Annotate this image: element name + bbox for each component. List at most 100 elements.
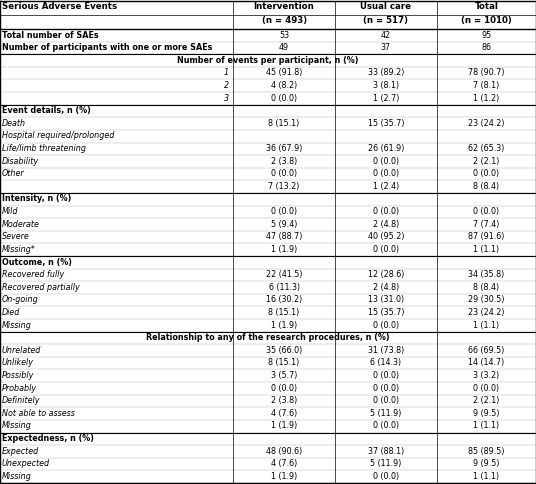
Text: 95: 95	[481, 30, 492, 40]
Text: 66 (69.5): 66 (69.5)	[468, 346, 504, 355]
Text: 37 (88.1): 37 (88.1)	[368, 447, 404, 455]
Text: 0 (0.0): 0 (0.0)	[373, 384, 399, 393]
Text: 2 (3.8): 2 (3.8)	[271, 157, 297, 166]
Text: 6 (11.3): 6 (11.3)	[269, 283, 300, 292]
Text: Probably: Probably	[2, 384, 37, 393]
Text: 23 (24.2): 23 (24.2)	[468, 308, 505, 317]
Text: 0 (0.0): 0 (0.0)	[373, 157, 399, 166]
Text: 0 (0.0): 0 (0.0)	[373, 396, 399, 405]
Text: 1 (1.9): 1 (1.9)	[271, 320, 297, 330]
Text: 0 (0.0): 0 (0.0)	[271, 169, 297, 178]
Text: 4 (7.6): 4 (7.6)	[271, 409, 297, 418]
Text: Hospital required/prolonged: Hospital required/prolonged	[2, 131, 114, 140]
Text: 86: 86	[481, 43, 492, 52]
Text: 1 (2.4): 1 (2.4)	[373, 182, 399, 191]
Text: 48 (90.6): 48 (90.6)	[266, 447, 302, 455]
Text: 8 (8.4): 8 (8.4)	[473, 182, 500, 191]
Text: 3 (3.2): 3 (3.2)	[473, 371, 500, 380]
Text: 1 (1.9): 1 (1.9)	[271, 472, 297, 481]
Text: 7 (13.2): 7 (13.2)	[269, 182, 300, 191]
Text: 2 (2.1): 2 (2.1)	[473, 157, 500, 166]
Text: Intervention: Intervention	[254, 2, 315, 11]
Text: 0 (0.0): 0 (0.0)	[271, 207, 297, 216]
Text: 8 (8.4): 8 (8.4)	[473, 283, 500, 292]
Text: 0 (0.0): 0 (0.0)	[373, 207, 399, 216]
Text: 12 (28.6): 12 (28.6)	[368, 270, 404, 279]
Text: Recovered partially: Recovered partially	[2, 283, 80, 292]
Text: Recovered fully: Recovered fully	[2, 270, 64, 279]
Text: 8 (15.1): 8 (15.1)	[269, 119, 300, 128]
Text: 6 (14.3): 6 (14.3)	[370, 358, 401, 367]
Text: 3: 3	[224, 93, 229, 103]
Text: 62 (65.3): 62 (65.3)	[468, 144, 504, 153]
Text: 31 (73.8): 31 (73.8)	[368, 346, 404, 355]
Text: 47 (88.7): 47 (88.7)	[266, 232, 302, 242]
Text: 0 (0.0): 0 (0.0)	[373, 422, 399, 430]
Text: 1 (1.1): 1 (1.1)	[473, 472, 500, 481]
Text: (n = 517): (n = 517)	[363, 16, 408, 25]
Text: (n = 1010): (n = 1010)	[461, 16, 512, 25]
Text: 34 (35.8): 34 (35.8)	[468, 270, 504, 279]
Text: 0 (0.0): 0 (0.0)	[373, 472, 399, 481]
Text: 7 (8.1): 7 (8.1)	[473, 81, 500, 90]
Text: 8 (15.1): 8 (15.1)	[269, 358, 300, 367]
Text: 14 (14.7): 14 (14.7)	[468, 358, 504, 367]
Text: 49: 49	[279, 43, 289, 52]
Text: Outcome, n (%): Outcome, n (%)	[2, 257, 72, 267]
Text: On-going: On-going	[2, 295, 39, 304]
Text: 85 (89.5): 85 (89.5)	[468, 447, 505, 455]
Text: Death: Death	[2, 119, 26, 128]
Text: 16 (30.2): 16 (30.2)	[266, 295, 302, 304]
Text: Possibly: Possibly	[2, 371, 34, 380]
Text: 37: 37	[381, 43, 391, 52]
Text: 2 (3.8): 2 (3.8)	[271, 396, 297, 405]
Text: 23 (24.2): 23 (24.2)	[468, 119, 505, 128]
Text: (n = 493): (n = 493)	[262, 16, 307, 25]
Text: Missing*: Missing*	[2, 245, 36, 254]
Text: 35 (66.0): 35 (66.0)	[266, 346, 302, 355]
Text: Expected: Expected	[2, 447, 39, 455]
Text: Severe: Severe	[2, 232, 30, 242]
Text: 2 (4.8): 2 (4.8)	[373, 283, 399, 292]
Text: Moderate: Moderate	[2, 220, 40, 228]
Text: 5 (11.9): 5 (11.9)	[370, 409, 401, 418]
Text: 2 (4.8): 2 (4.8)	[373, 220, 399, 228]
Text: 40 (95.2): 40 (95.2)	[368, 232, 404, 242]
Text: 22 (41.5): 22 (41.5)	[266, 270, 302, 279]
Text: 53: 53	[279, 30, 289, 40]
Text: 1 (2.7): 1 (2.7)	[373, 93, 399, 103]
Text: 78 (90.7): 78 (90.7)	[468, 68, 505, 77]
Text: Intensity, n (%): Intensity, n (%)	[2, 195, 71, 203]
Text: Died: Died	[2, 308, 20, 317]
Text: Unexpected: Unexpected	[2, 459, 50, 469]
Text: 4 (8.2): 4 (8.2)	[271, 81, 297, 90]
Text: 29 (30.5): 29 (30.5)	[468, 295, 505, 304]
Text: 8 (15.1): 8 (15.1)	[269, 308, 300, 317]
Text: 4 (7.6): 4 (7.6)	[271, 459, 297, 469]
Text: 0 (0.0): 0 (0.0)	[473, 169, 500, 178]
Text: Missing: Missing	[2, 320, 32, 330]
Text: 1 (1.9): 1 (1.9)	[271, 245, 297, 254]
Text: 5 (11.9): 5 (11.9)	[370, 459, 401, 469]
Text: Other: Other	[2, 169, 25, 178]
Text: Expectedness, n (%): Expectedness, n (%)	[2, 434, 94, 443]
Text: Unlikely: Unlikely	[2, 358, 34, 367]
Text: 1 (1.1): 1 (1.1)	[473, 245, 500, 254]
Text: Number of events per participant, n (%): Number of events per participant, n (%)	[177, 56, 359, 65]
Text: 3 (5.7): 3 (5.7)	[271, 371, 297, 380]
Text: Life/limb threatening: Life/limb threatening	[2, 144, 86, 153]
Text: Missing: Missing	[2, 422, 32, 430]
Text: 0 (0.0): 0 (0.0)	[373, 371, 399, 380]
Text: Definitely: Definitely	[2, 396, 41, 405]
Text: 0 (0.0): 0 (0.0)	[373, 245, 399, 254]
Text: Number of participants with one or more SAEs: Number of participants with one or more …	[2, 43, 212, 52]
Text: 87 (91.6): 87 (91.6)	[468, 232, 504, 242]
Text: 1 (1.1): 1 (1.1)	[473, 422, 500, 430]
Text: 1 (1.1): 1 (1.1)	[473, 320, 500, 330]
Text: 45 (91.8): 45 (91.8)	[266, 68, 302, 77]
Text: 2 (2.1): 2 (2.1)	[473, 396, 500, 405]
Text: 0 (0.0): 0 (0.0)	[271, 93, 297, 103]
Text: 0 (0.0): 0 (0.0)	[473, 384, 500, 393]
Text: 33 (89.2): 33 (89.2)	[368, 68, 404, 77]
Text: 3 (8.1): 3 (8.1)	[373, 81, 399, 90]
